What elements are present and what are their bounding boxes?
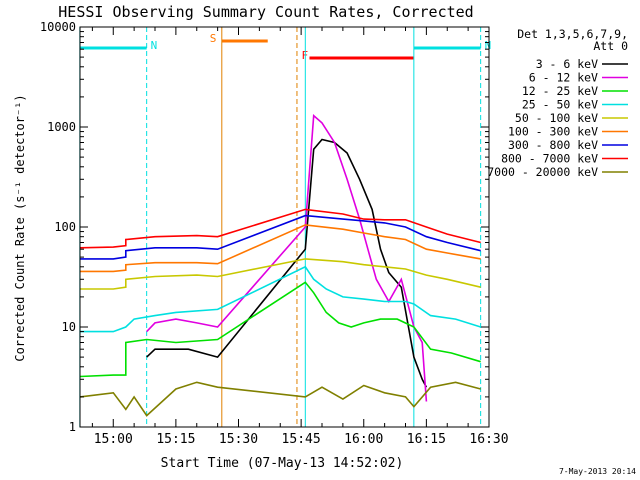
legend-label-0: 3 - 6 keV (536, 57, 598, 71)
y-tick-label-0: 1 (69, 420, 76, 434)
series-line-5 (79, 224, 481, 273)
y-tick-label-2: 100 (54, 220, 76, 234)
series-line-3 (79, 265, 481, 333)
chart-title: HESSI Observing Summary Count Rates, Cor… (58, 3, 473, 21)
series-line-4 (79, 258, 481, 290)
legend-label-3: 25 - 50 keV (522, 98, 598, 112)
legend-title-line-2: Att 0 (593, 39, 628, 53)
series-line-6 (79, 214, 481, 260)
interval-layer: N N S F (79, 32, 492, 62)
legend-label-1: 6 - 12 keV (529, 71, 598, 85)
timestamp: 7-May-2013 20:14 (559, 467, 636, 476)
legend-label-8: 7000 - 20000 keV (487, 165, 598, 179)
x-tick-label-2: 15:30 (219, 432, 258, 447)
series-line-7 (79, 208, 481, 249)
x-tick-label-6: 16:30 (469, 432, 508, 447)
y-axis-label: Corrected Count Rate (s⁻¹ detector⁻¹) (13, 94, 27, 361)
series-line-1 (146, 113, 428, 402)
axes-layer: 1 10 100 1000 10000 15:00 15:15 15:30 15:45 16:00… (40, 20, 509, 447)
legend-label-5: 100 - 300 keV (508, 125, 598, 139)
legend-label-6: 300 - 800 keV (508, 138, 598, 152)
legend-label-2: 12 - 25 keV (522, 84, 598, 98)
x-tick-label-0: 15:00 (94, 432, 133, 447)
series-line-8 (79, 381, 481, 417)
vline-layer (79, 27, 482, 427)
legend-label-7: 800 - 7000 keV (501, 152, 598, 166)
x-tick-label-4: 16:00 (344, 432, 383, 447)
series-line-2 (79, 281, 481, 378)
series-layer (79, 113, 481, 417)
x-tick-label-1: 15:15 (156, 432, 195, 447)
x-tick-label-5: 16:15 (407, 432, 446, 447)
x-axis-label: Start Time (07-May-13 14:52:02) (161, 456, 404, 471)
series-line-0 (146, 138, 428, 388)
legend-title-line-1: Det 1,3,5,6,7,9, (517, 27, 628, 41)
y-tick-label-1: 10 (62, 320, 76, 334)
legend-label-4: 50 - 100 keV (515, 111, 598, 125)
interval-label-night-0: N (151, 39, 158, 52)
x-tick-label-3: 15:45 (282, 432, 321, 447)
interval-label-night-1: N (485, 39, 492, 52)
interval-label-saa-2: S (210, 32, 217, 45)
y-tick-label-4: 10000 (40, 20, 76, 34)
interval-label-flare-3: F (301, 49, 308, 62)
y-tick-label-3: 1000 (47, 120, 76, 134)
